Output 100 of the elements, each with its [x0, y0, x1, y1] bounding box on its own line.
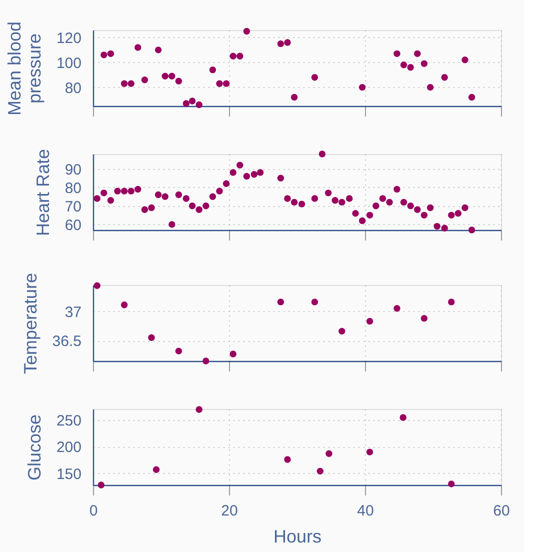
point — [114, 188, 121, 194]
point — [311, 195, 318, 202]
x-tick-label: 60 — [493, 502, 510, 520]
point — [209, 193, 216, 200]
y-tick-label: 60 — [64, 216, 82, 234]
point — [100, 190, 108, 196]
point — [298, 200, 306, 208]
point — [426, 204, 434, 212]
point — [107, 196, 114, 204]
point — [338, 328, 346, 335]
y-tick-label: 80 — [64, 180, 82, 197]
point — [196, 206, 202, 213]
point — [414, 50, 421, 58]
point — [236, 162, 244, 168]
y-tick-label: 90 — [64, 161, 82, 178]
point — [277, 298, 284, 306]
point — [230, 52, 236, 60]
y-axis-title: Heart Rate — [32, 148, 53, 236]
point — [162, 193, 168, 200]
point — [366, 318, 374, 325]
x-tick-label: 40 — [357, 502, 374, 520]
point — [426, 84, 434, 91]
point — [332, 196, 338, 204]
point — [379, 195, 386, 202]
point — [141, 206, 148, 213]
point — [256, 169, 264, 176]
point — [100, 52, 108, 58]
point — [311, 298, 318, 306]
point — [168, 72, 176, 80]
point — [182, 100, 190, 107]
point — [346, 195, 353, 202]
point — [128, 188, 134, 194]
point — [414, 206, 421, 213]
y-axis-title: Mean blood pressure — [4, 21, 44, 116]
y-axis-title: Glucose — [24, 414, 44, 481]
point — [277, 174, 284, 182]
point — [284, 39, 291, 46]
point — [216, 80, 223, 87]
point — [188, 202, 196, 210]
point — [394, 50, 400, 58]
point — [230, 350, 236, 358]
point — [94, 195, 100, 202]
point — [284, 456, 291, 463]
point — [202, 202, 210, 210]
point — [154, 46, 162, 54]
point — [372, 202, 380, 210]
point — [196, 101, 202, 108]
point — [468, 226, 476, 234]
point — [175, 191, 182, 198]
point — [468, 94, 476, 101]
point — [407, 202, 414, 210]
y-axis-title: Temperature — [20, 272, 40, 374]
point — [284, 195, 291, 202]
point — [407, 64, 414, 71]
y-tick-label: 100 — [56, 54, 82, 72]
point — [420, 60, 428, 67]
point — [316, 468, 324, 475]
point — [358, 217, 366, 224]
point — [324, 190, 332, 196]
point — [141, 76, 148, 84]
point — [148, 204, 155, 212]
point — [462, 204, 468, 212]
point — [434, 222, 440, 230]
x-tick-label: 20 — [221, 502, 238, 520]
point — [98, 482, 105, 488]
point — [366, 448, 374, 456]
point — [175, 78, 182, 84]
y-tick-label: 37 — [64, 304, 82, 321]
point — [448, 480, 455, 488]
point — [154, 191, 162, 198]
point — [222, 80, 230, 87]
point — [128, 80, 134, 87]
point — [236, 52, 244, 60]
point — [311, 74, 318, 81]
point — [120, 302, 128, 308]
point — [420, 314, 428, 322]
point — [318, 150, 326, 158]
x-tick-label: 0 — [89, 502, 98, 520]
point — [250, 171, 258, 178]
point — [454, 210, 462, 217]
point — [352, 210, 359, 217]
point — [400, 414, 406, 421]
point — [462, 56, 468, 64]
point — [400, 62, 408, 68]
point — [400, 198, 408, 206]
y-tick-label: 80 — [64, 80, 82, 97]
point — [209, 66, 216, 74]
point — [290, 94, 298, 101]
point — [120, 80, 128, 87]
point — [107, 50, 114, 58]
point — [243, 28, 250, 35]
point — [168, 221, 176, 228]
point — [120, 188, 128, 194]
point — [448, 298, 455, 306]
point — [420, 212, 428, 219]
x-axis-title: Hours — [273, 526, 322, 546]
y-tick-label: 120 — [56, 30, 82, 47]
point — [152, 466, 160, 473]
point — [326, 450, 332, 457]
point — [202, 358, 210, 364]
